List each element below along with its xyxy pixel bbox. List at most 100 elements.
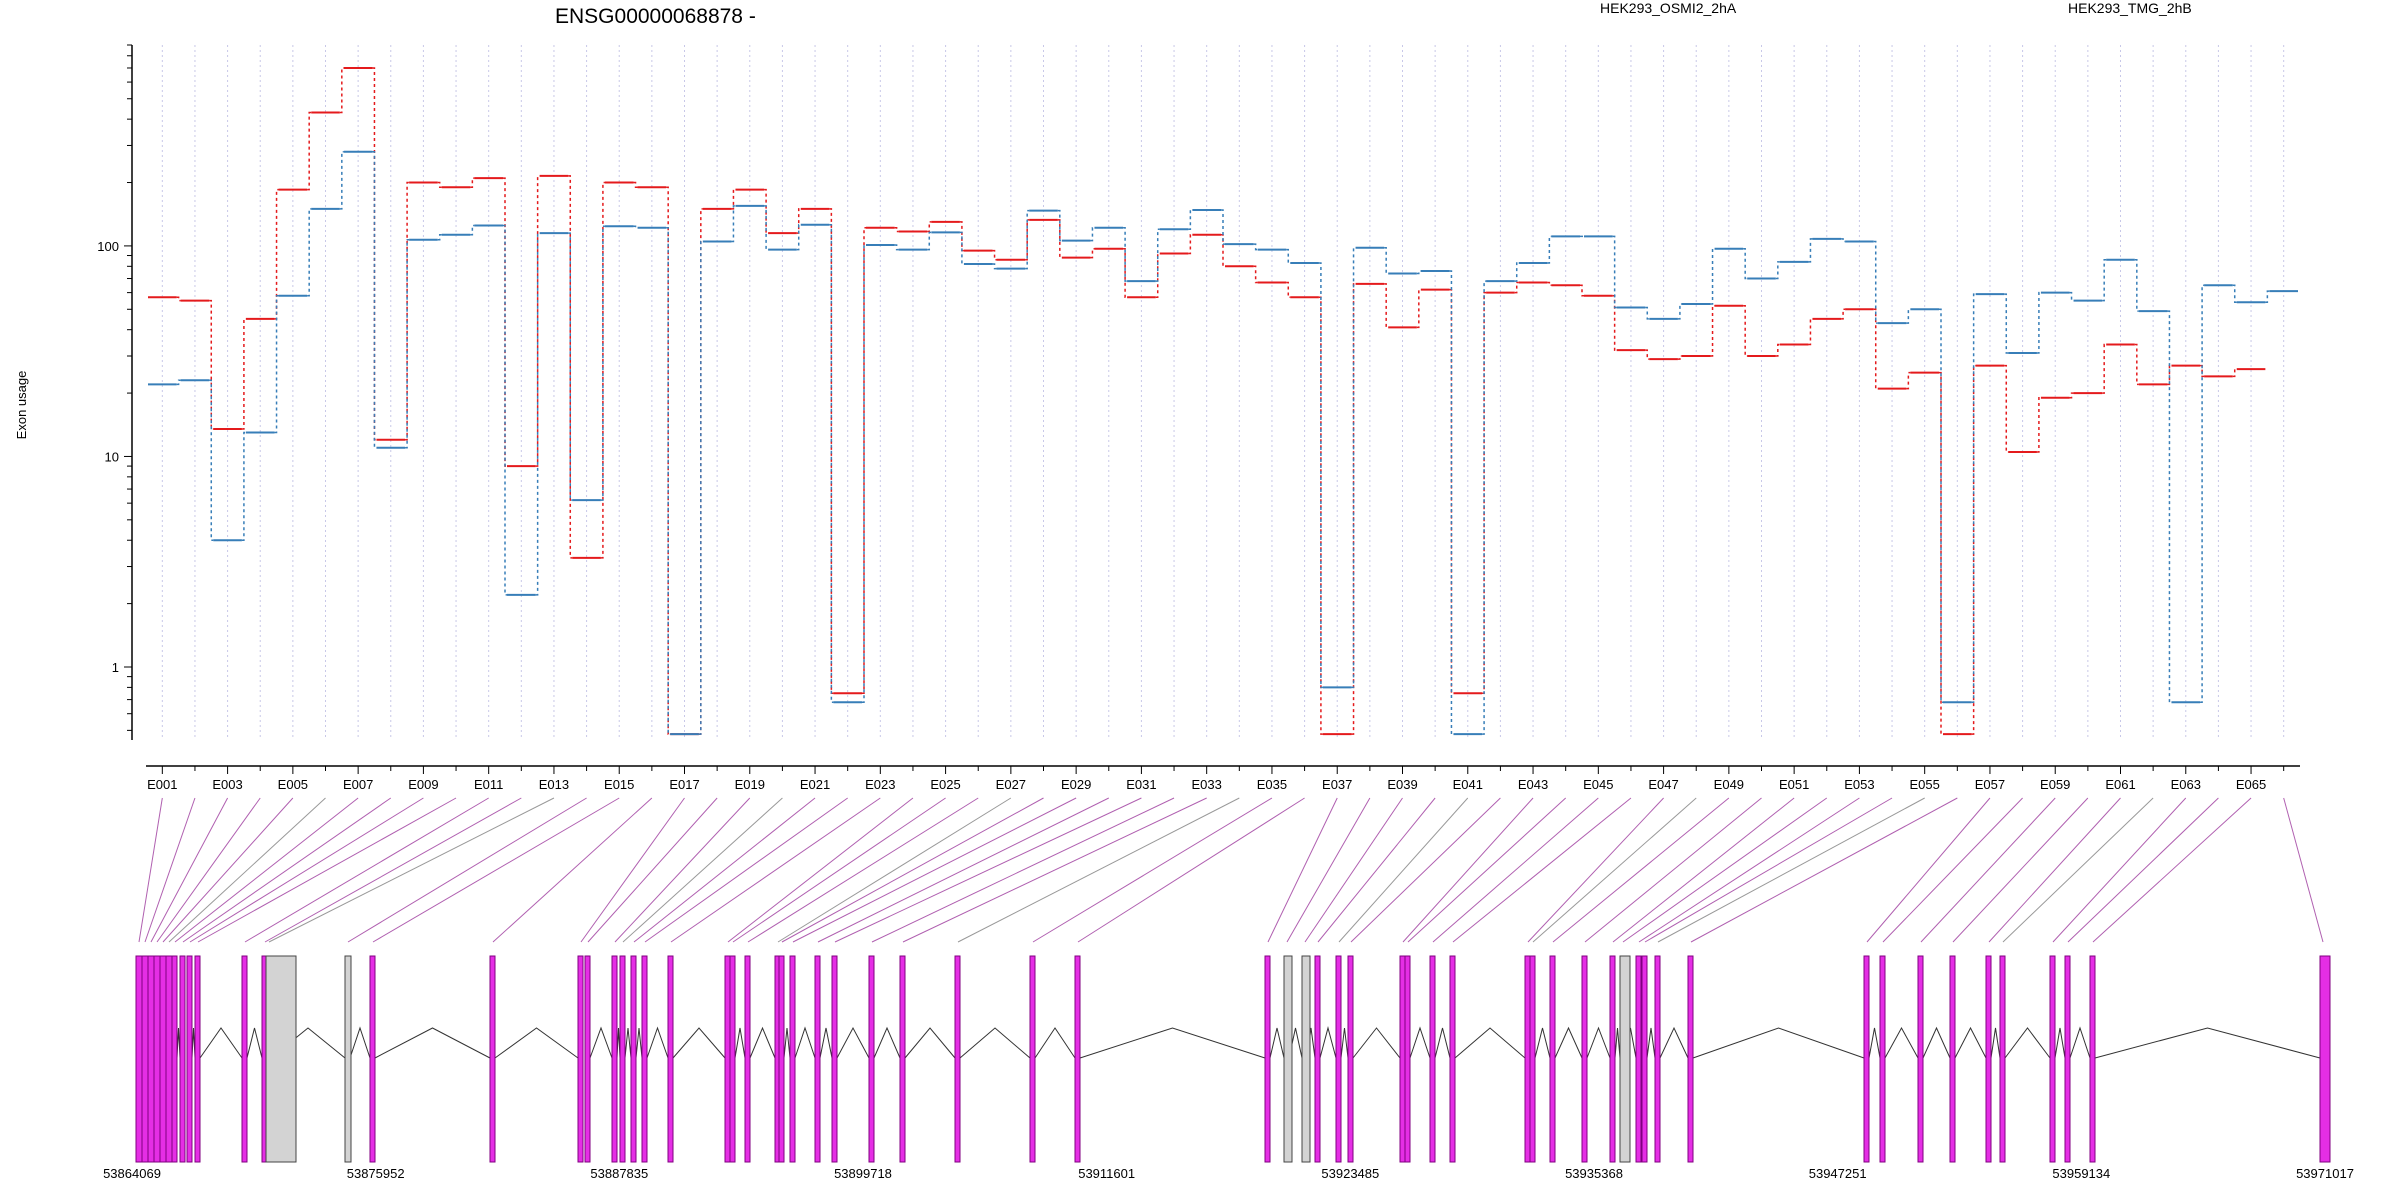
series-step <box>1743 304 1748 357</box>
series-step <box>1677 303 1682 320</box>
exon-connector <box>1657 797 1925 943</box>
series-step <box>241 318 246 430</box>
genomic-tick-label: 53923485 <box>1321 1166 1379 1181</box>
series-step <box>568 175 573 559</box>
exon-block <box>1654 955 1661 1163</box>
series-step <box>1645 306 1650 320</box>
series-step <box>959 231 964 265</box>
exon-block <box>1863 955 1870 1163</box>
intron-line <box>1646 1027 1656 1059</box>
series-step <box>731 205 736 243</box>
series-step <box>796 224 801 251</box>
exon-block <box>1641 955 1648 1163</box>
intron-line <box>1954 1026 1987 1059</box>
y-tick-label: 10 <box>105 449 119 464</box>
exon-connector <box>1407 797 1567 943</box>
series-step <box>2004 293 2009 354</box>
grey-exon-block <box>1301 955 1311 1163</box>
exon-block <box>1399 955 1406 1163</box>
intron-line <box>1409 1026 1431 1059</box>
x-tick-label: E015 <box>604 777 634 792</box>
series-step <box>1873 308 1878 390</box>
series-step <box>535 175 540 467</box>
exon-block <box>1549 955 1556 1163</box>
exon-block <box>2319 955 2331 1163</box>
series-step <box>1808 318 1813 346</box>
x-tick-label: E023 <box>865 777 895 792</box>
intron-line <box>1534 1027 1551 1059</box>
series-step <box>666 186 671 735</box>
series-step <box>339 67 344 114</box>
series-step <box>1025 209 1030 270</box>
exon-block <box>186 955 193 1163</box>
x-tick-label: E061 <box>2105 777 2135 792</box>
exon-connector <box>777 797 1012 943</box>
exon-connector <box>2002 797 2154 943</box>
series-step <box>405 181 410 441</box>
series-step <box>1580 284 1584 297</box>
intron-line <box>1692 1027 1865 1059</box>
exon-block <box>641 955 648 1163</box>
series-step <box>274 188 279 320</box>
exon-connector <box>1866 797 1991 943</box>
series-step <box>1318 262 1323 689</box>
exon-connector <box>162 797 294 943</box>
exon-block <box>1879 955 1886 1163</box>
y-tick-label: 100 <box>97 239 119 254</box>
exon-block <box>1949 955 1956 1163</box>
genomic-tick-label: 53887835 <box>590 1166 648 1181</box>
x-tick-label: E051 <box>1779 777 1809 792</box>
intron-line <box>349 1026 371 1059</box>
series-step <box>1123 226 1128 282</box>
grid-lines <box>161 45 2285 740</box>
exon-block <box>1609 955 1616 1163</box>
series-step <box>470 224 475 236</box>
exon-connector <box>670 797 881 943</box>
intron-line <box>1659 1026 1689 1059</box>
exon-connector <box>1317 797 1436 943</box>
exon-connector <box>197 797 457 943</box>
series-step <box>1318 296 1323 735</box>
series-step <box>1841 238 1846 243</box>
exon-block <box>2049 955 2056 1163</box>
exon-block <box>1074 955 1081 1163</box>
series-step <box>2102 258 2107 302</box>
exon-connectors <box>138 797 2324 943</box>
intron-line <box>199 1027 243 1059</box>
series-step <box>1743 247 1748 280</box>
exon-block <box>611 955 618 1163</box>
series-step <box>1221 233 1225 268</box>
exon-block <box>2089 955 2096 1163</box>
series-step <box>535 232 540 596</box>
x-tick-label: E047 <box>1648 777 1678 792</box>
series-step <box>633 225 638 229</box>
series-step <box>209 379 214 541</box>
y-tick-label: 1 <box>112 660 119 675</box>
series-step <box>2134 258 2139 312</box>
exon-block <box>814 955 821 1163</box>
exon-block <box>729 955 736 1163</box>
x-tick-label: E025 <box>930 777 960 792</box>
series-step <box>2036 291 2041 354</box>
genomic-tick-label: 53947251 <box>1809 1166 1867 1181</box>
series-step <box>1384 283 1389 329</box>
intron-line <box>1990 1027 2001 1059</box>
genomic-tick-label: 53959134 <box>2052 1166 2110 1181</box>
x-tick-label: E029 <box>1061 777 1091 792</box>
series-step <box>2232 368 2237 378</box>
genomic-tick-label: 53899718 <box>834 1166 892 1181</box>
series-step <box>829 224 834 704</box>
exon-block <box>194 955 201 1163</box>
exon-connector <box>1552 797 1730 943</box>
legend-series-1: HEK293_OSMI2_2hA <box>1600 0 1737 16</box>
intron-line <box>2069 1026 2091 1059</box>
series-step <box>894 244 899 251</box>
series-step <box>1482 280 1487 735</box>
exon-connector <box>1032 797 1273 943</box>
series-step <box>1808 238 1813 263</box>
exon-connector <box>264 797 522 943</box>
series-step <box>1971 293 1976 704</box>
series-step <box>372 151 377 449</box>
series-step <box>2036 397 2041 453</box>
